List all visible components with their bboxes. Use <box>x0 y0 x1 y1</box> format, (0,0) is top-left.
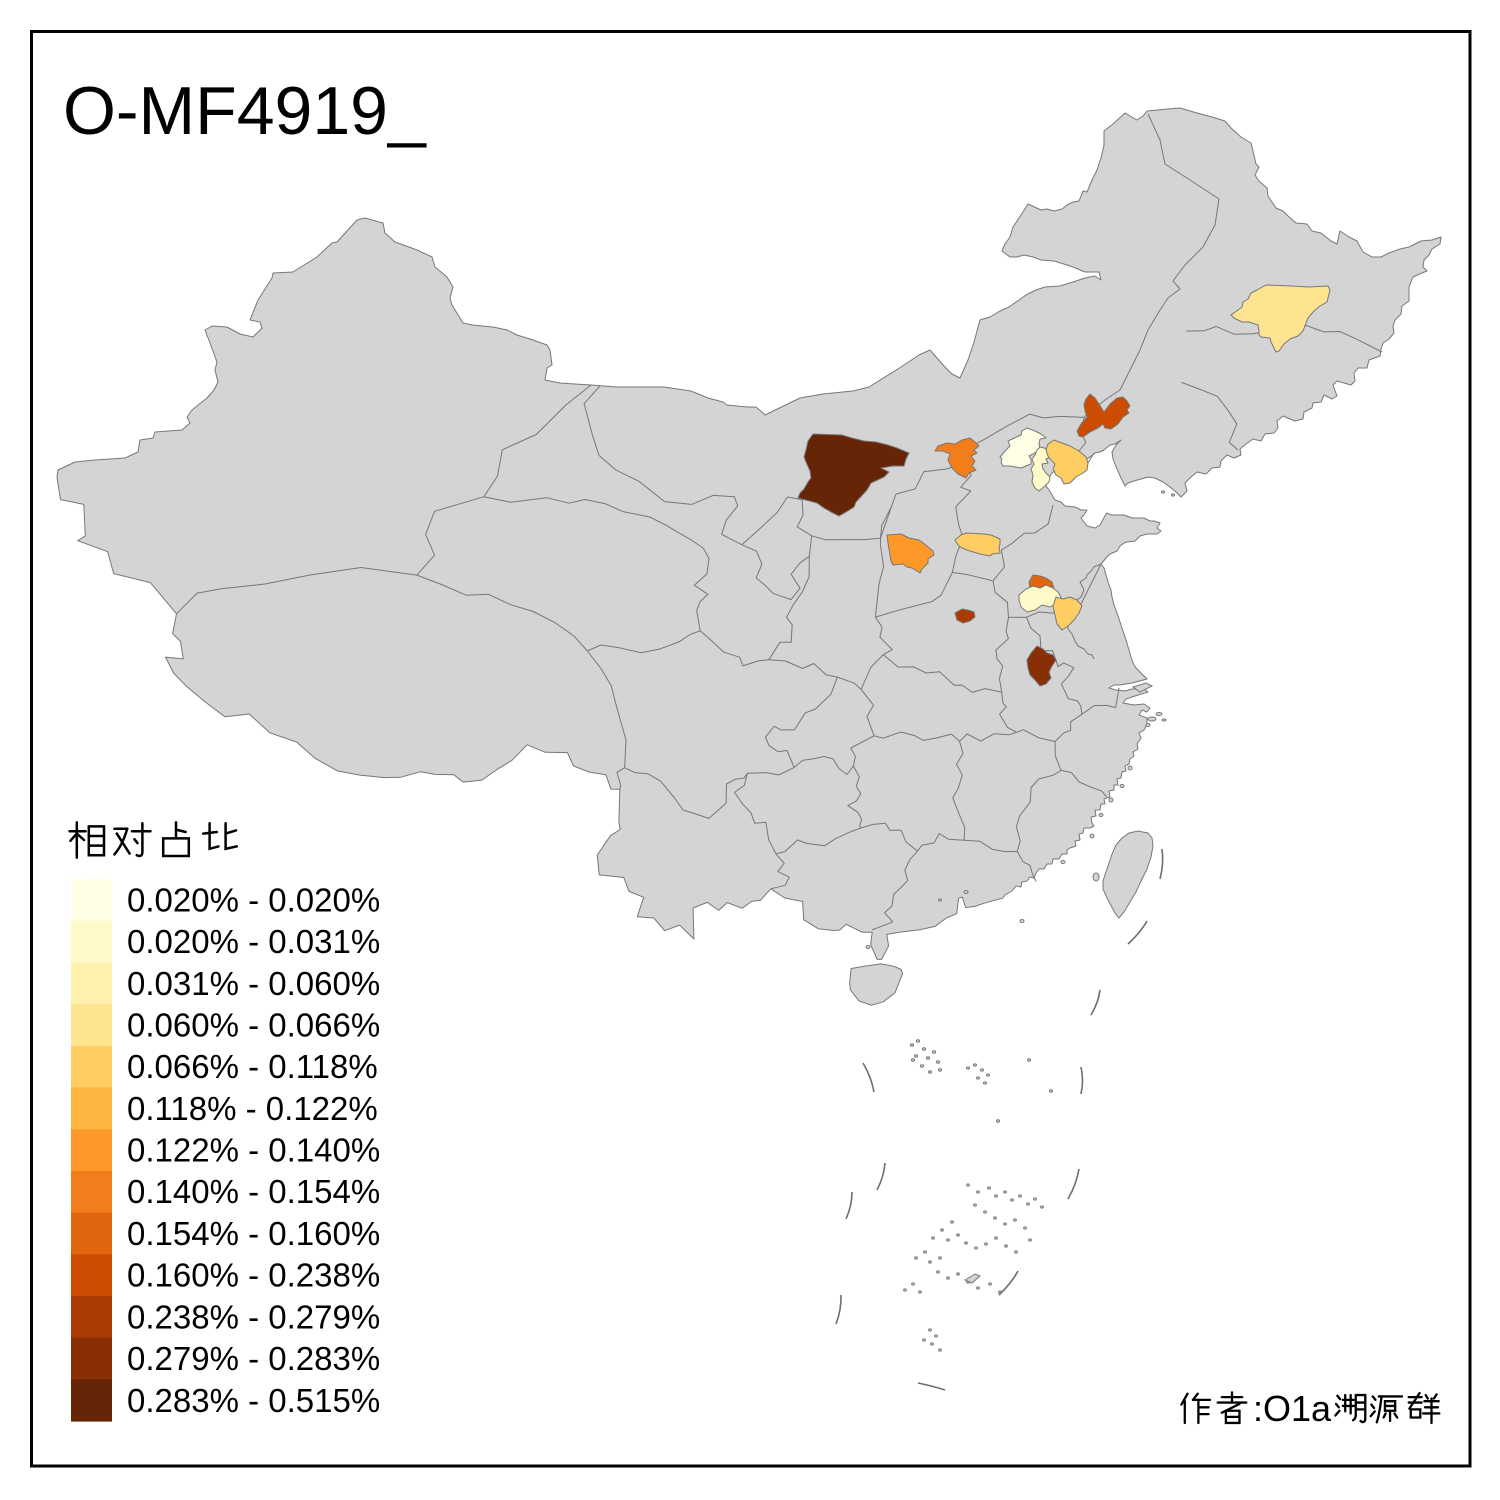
svg-text:0.160% - 0.238%: 0.160% - 0.238% <box>127 1257 380 1294</box>
svg-text:0.020% - 0.031%: 0.020% - 0.031% <box>127 923 380 960</box>
svg-text:0.279% - 0.283%: 0.279% - 0.283% <box>127 1340 380 1377</box>
svg-text:O-MF4919_: O-MF4919_ <box>63 73 427 149</box>
svg-text:0.140% - 0.154%: 0.140% - 0.154% <box>127 1173 380 1210</box>
svg-text:0.060% - 0.066%: 0.060% - 0.066% <box>127 1007 380 1044</box>
svg-text:0.020% - 0.020%: 0.020% - 0.020% <box>127 881 380 918</box>
svg-text::O1a: :O1a <box>1253 1388 1332 1429</box>
svg-text:0.122% - 0.140%: 0.122% - 0.140% <box>127 1132 380 1169</box>
svg-text:0.154% - 0.160%: 0.154% - 0.160% <box>127 1215 380 1252</box>
svg-text:0.283% - 0.515%: 0.283% - 0.515% <box>127 1382 380 1419</box>
svg-text:0.031% - 0.060%: 0.031% - 0.060% <box>127 965 380 1002</box>
svg-text:0.238% - 0.279%: 0.238% - 0.279% <box>127 1298 380 1335</box>
svg-text:0.066% - 0.118%: 0.066% - 0.118% <box>127 1048 378 1085</box>
svg-text:0.118% - 0.122%: 0.118% - 0.122% <box>127 1090 378 1127</box>
